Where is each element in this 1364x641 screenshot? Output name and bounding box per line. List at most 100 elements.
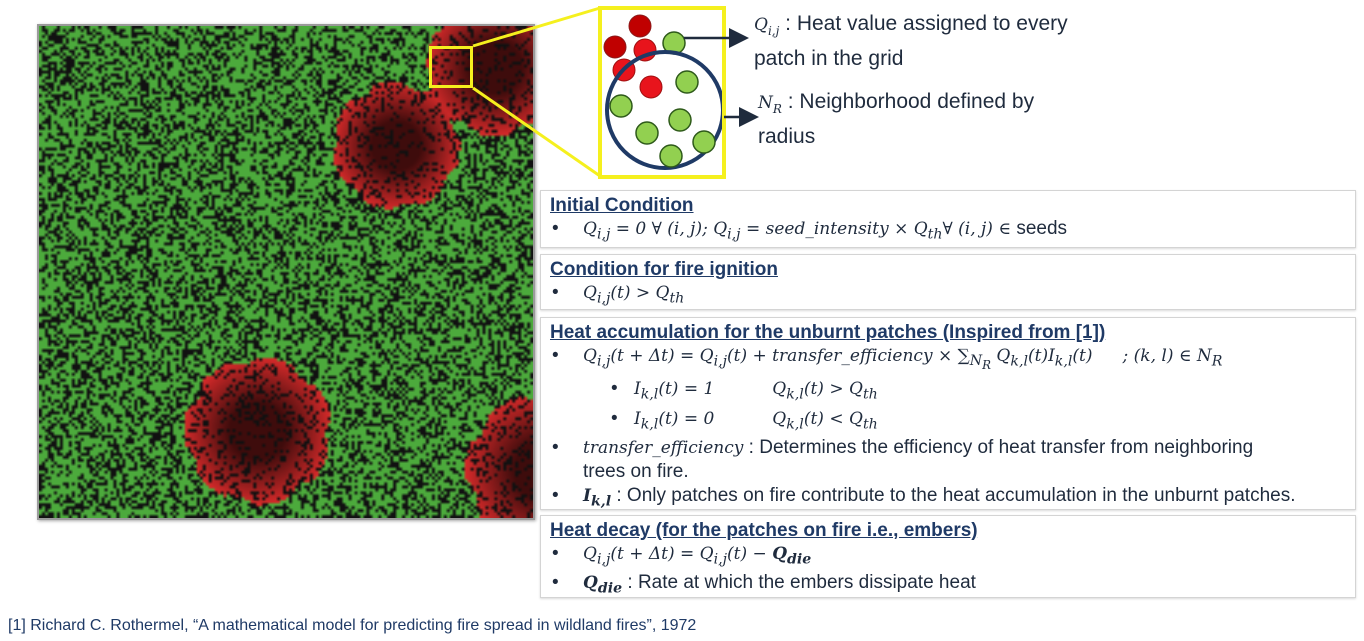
accumulation-equation: • Qi,j(t + Δt) = Qi,j(t) + transfer_effi… — [552, 345, 1223, 373]
ignition-condition-box: Condition for fire ignition • Qi,j(t) > … — [540, 254, 1356, 310]
eq-part: = seed_intensity × Q — [740, 219, 928, 239]
eq-part: I — [583, 486, 591, 506]
q-annotation: Qi,j : Heat value assigned to every patc… — [754, 10, 1068, 73]
heat-accumulation-box: Heat accumulation for the unburnt patche… — [540, 317, 1356, 510]
zoom-line-top — [472, 6, 601, 48]
eq-part: (t)I — [1027, 346, 1055, 366]
eq-sub: R — [1211, 353, 1223, 370]
eq-sub: i,j — [596, 290, 611, 307]
eq-part: (t) < Q — [803, 408, 863, 429]
eq-sub: i,j — [713, 353, 728, 370]
q-text-line1: : Heat value assigned to every — [779, 12, 1068, 35]
eq-sub: k,l — [786, 416, 804, 432]
transfer-efficiency-symbol: transfer_efficiency — [583, 438, 744, 458]
eq-part: (t) = 1 — [658, 379, 715, 400]
eq-part: ; (k, l) ∈ N — [1122, 346, 1212, 366]
fire-grid-canvas — [39, 26, 533, 518]
eq-sub: i,j — [596, 551, 611, 568]
eq-sub: i,j — [727, 226, 741, 243]
eq-part: Q — [772, 379, 787, 400]
tree-dot — [668, 108, 692, 132]
eq-sub: k,l — [590, 493, 612, 510]
eq-sub: k,l — [640, 416, 659, 432]
eq-part: (t) + transfer_efficiency × ∑ — [727, 346, 970, 366]
magnified-inset — [598, 6, 726, 179]
seeds-text: seeds — [1016, 218, 1068, 239]
transfer-efficiency-text2: trees on fire. — [583, 461, 689, 482]
initial-condition-box: Initial Condition • Qi,j = 0 ∀ (i, j); Q… — [540, 190, 1356, 248]
heat-decay-title: Heat decay (for the patches on fire i.e.… — [550, 520, 978, 541]
n-subscript: R — [772, 102, 782, 117]
eq-part: ∀ (i, j) ∈ — [942, 219, 1017, 239]
fire-dot — [639, 75, 663, 99]
eq-part: (t) — [1072, 346, 1093, 366]
decay-equation: • Qi,j(t + Δt) = Qi,j(t) − Qdie — [552, 543, 812, 568]
eq-part: Q — [991, 346, 1011, 366]
n-text-line1: : Neighborhood defined by — [781, 90, 1035, 113]
eq-sub: k,l — [1010, 353, 1028, 370]
initial-condition-title: Initial Condition — [550, 195, 694, 216]
eq-sub: N — [969, 353, 983, 370]
eq-part: (t) > Q — [803, 379, 863, 400]
eq-part: (t) > Q — [610, 283, 670, 303]
eq-sub: th — [669, 290, 685, 307]
eq-sub: th — [927, 226, 943, 243]
eq-part: (t) = 0 — [658, 408, 715, 429]
transfer-efficiency-note: • transfer_efficiency : Determines the e… — [552, 437, 1254, 482]
q-die-note: • Qdie : Rate at which the embers dissip… — [552, 572, 976, 597]
eq-part: Q — [772, 544, 787, 564]
eq-part: Q — [583, 573, 598, 594]
eq-part: = 0 ∀ (i, j); Q — [610, 219, 728, 239]
indicator-note: • Ik,l : Only patches on fire contribute… — [552, 485, 1296, 510]
eq-sub: die — [597, 580, 623, 597]
eq-part: Q — [583, 346, 597, 366]
tree-dot — [635, 121, 659, 145]
q-die-text: : Rate at which the embers dissipate hea… — [622, 572, 976, 594]
zoom-line-bottom — [472, 86, 601, 178]
indicator-on-fire: • Ik,l(t) = 1 Qk,l(t) > Qth — [611, 378, 878, 403]
eq-part: Q — [583, 219, 597, 239]
eq-part: (t + Δt) = Q — [610, 544, 714, 564]
heat-decay-box: Heat decay (for the patches on fire i.e.… — [540, 515, 1356, 598]
tree-dot — [692, 130, 716, 154]
tree-dot — [675, 70, 699, 94]
ignition-title: Condition for fire ignition — [550, 259, 778, 280]
eq-part: (t) − — [727, 544, 773, 564]
eq-sub: i,j — [596, 226, 611, 243]
q-symbol: Q — [754, 15, 768, 35]
heat-accumulation-title: Heat accumulation for the unburnt patche… — [550, 322, 1106, 343]
ignition-equation: • Qi,j(t) > Qth — [552, 282, 685, 307]
n-symbol: N — [758, 93, 773, 113]
q-text-line2: patch in the grid — [754, 47, 904, 71]
eq-part: (t + Δt) = Q — [610, 346, 714, 366]
eq-part: Q — [583, 544, 597, 564]
transfer-efficiency-text1: : Determines the efficiency of heat tran… — [743, 437, 1254, 458]
eq-part: I — [634, 408, 641, 429]
eq-sub: k,l — [640, 386, 659, 403]
eq-part: Q — [583, 283, 597, 303]
magnified-patches — [603, 14, 725, 170]
eq-sub: i,j — [713, 551, 728, 568]
indicator-text: : Only patches on fire contribute to the… — [611, 485, 1296, 506]
fire-simulation-grid — [37, 24, 535, 520]
q-subscript: i,j — [767, 24, 780, 39]
eq-sub: k,l — [786, 386, 804, 403]
fire-dot — [628, 14, 652, 38]
reference-citation: [1] Richard C. Rothermel, “A mathematica… — [8, 617, 697, 634]
eq-sub: th — [862, 416, 878, 432]
zoom-selection-box — [429, 46, 473, 88]
fire-dot — [603, 35, 627, 59]
tree-dot — [609, 94, 633, 118]
eq-sub: th — [862, 386, 878, 403]
initial-condition-equation: • Qi,j = 0 ∀ (i, j); Qi,j = seed_intensi… — [552, 218, 1068, 243]
eq-sub: k,l — [1054, 353, 1073, 370]
eq-sub: die — [787, 551, 812, 568]
indicator-not-on-fire: • Ik,l(t) = 0 Qk,l(t) < Qth — [611, 407, 878, 432]
n-annotation: NR : Neighborhood defined by radius — [758, 88, 1034, 151]
eq-part: I — [634, 379, 641, 400]
n-text-line2: radius — [758, 125, 816, 149]
eq-sub: i,j — [596, 353, 611, 370]
eq-part: Q — [772, 408, 787, 429]
